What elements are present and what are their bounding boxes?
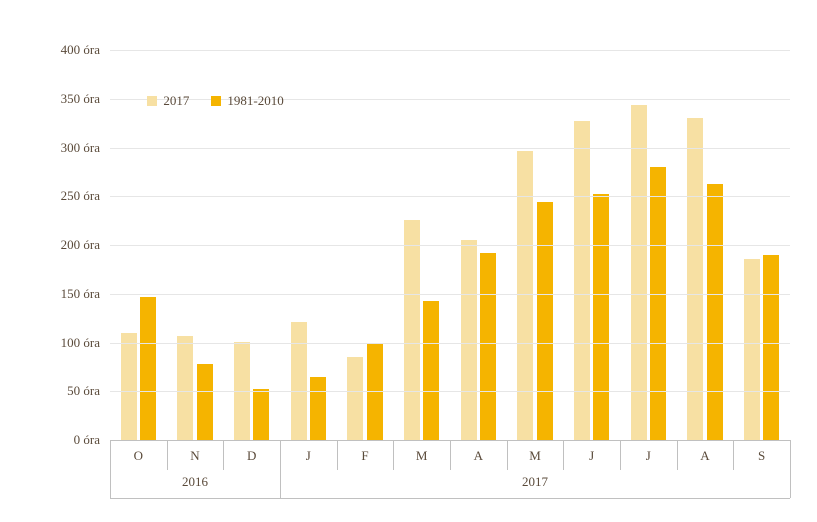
x-axis-group-row: 2016 2017: [110, 470, 790, 499]
y-tick-label: 50 óra: [67, 383, 110, 399]
y-tick-label: 250 óra: [61, 188, 110, 204]
legend-label: 2017: [163, 93, 189, 109]
x-tick-label: A: [700, 440, 709, 464]
x-axis-separator: [337, 440, 338, 470]
bar-series-2: [593, 194, 609, 440]
x-axis-separator: [223, 440, 224, 470]
x-tick-label: M: [529, 440, 541, 464]
x-axis-separator: [733, 440, 734, 470]
x-axis-separator: [677, 440, 678, 470]
bar-series-1: [631, 105, 647, 440]
x-axis-separator: [167, 440, 168, 470]
x-axis-separator: [450, 440, 451, 470]
bar-series-1: [404, 220, 420, 440]
bar-series-1: [177, 336, 193, 440]
gridline: [110, 245, 790, 246]
y-tick-label: 150 óra: [61, 286, 110, 302]
bar-series-1: [121, 333, 137, 440]
x-axis-separator: [790, 440, 791, 470]
bar-series-2: [253, 389, 269, 440]
x-axis-separator: [110, 440, 111, 470]
x-group-separator: [110, 470, 111, 498]
bar-series-1: [347, 357, 363, 440]
gridline: [110, 50, 790, 51]
x-tick-label: J: [306, 440, 311, 464]
x-axis-separator: [563, 440, 564, 470]
legend-label: 1981-2010: [227, 93, 283, 109]
x-tick-label: M: [416, 440, 428, 464]
bar-series-2: [480, 253, 496, 440]
x-tick-label: F: [361, 440, 368, 464]
x-tick-label: N: [190, 440, 199, 464]
bar-series-1: [291, 322, 307, 440]
bar-series-1: [517, 151, 533, 440]
y-tick-label: 100 óra: [61, 335, 110, 351]
x-group-label: 2017: [522, 474, 548, 490]
x-group-separator: [790, 470, 791, 498]
gridline: [110, 196, 790, 197]
y-tick-label: 200 óra: [61, 237, 110, 253]
legend-swatch: [211, 96, 221, 106]
bar-series-2: [707, 184, 723, 440]
legend-swatch: [147, 96, 157, 106]
x-axis-separator: [507, 440, 508, 470]
bar-series-2: [310, 377, 326, 440]
x-tick-label: D: [247, 440, 256, 464]
x-group-label: 2016: [182, 474, 208, 490]
x-tick-label: O: [134, 440, 143, 464]
x-tick-label: J: [589, 440, 594, 464]
gridline: [110, 343, 790, 344]
bar-series-1: [744, 259, 760, 440]
bar-series-2: [537, 202, 553, 440]
x-group-separator: [280, 470, 281, 498]
bar-series-2: [197, 364, 213, 440]
bar-series-2: [763, 255, 779, 440]
x-tick-label: A: [474, 440, 483, 464]
x-axis-separator: [280, 440, 281, 470]
bar-series-1: [461, 240, 477, 440]
chart-container: 2016 2017 0 óra 50 óra 100 óra 150 óra 200 ór…: [0, 0, 817, 522]
gridline: [110, 391, 790, 392]
y-tick-label: 350 óra: [61, 91, 110, 107]
x-axis-separator: [620, 440, 621, 470]
gridline: [110, 294, 790, 295]
legend-item: 1981-2010: [211, 93, 283, 109]
gridline: [110, 148, 790, 149]
y-tick-label: 300 óra: [61, 140, 110, 156]
y-tick-label: 400 óra: [61, 42, 110, 58]
y-tick-label: 0 óra: [74, 432, 110, 448]
bar-series-2: [140, 297, 156, 440]
legend-item: 2017: [147, 93, 189, 109]
x-tick-label: J: [646, 440, 651, 464]
legend: 2017 1981-2010: [147, 93, 283, 109]
bar-series-2: [650, 167, 666, 440]
x-axis-separator: [393, 440, 394, 470]
x-tick-label: S: [758, 440, 765, 464]
bar-series-2: [423, 301, 439, 440]
